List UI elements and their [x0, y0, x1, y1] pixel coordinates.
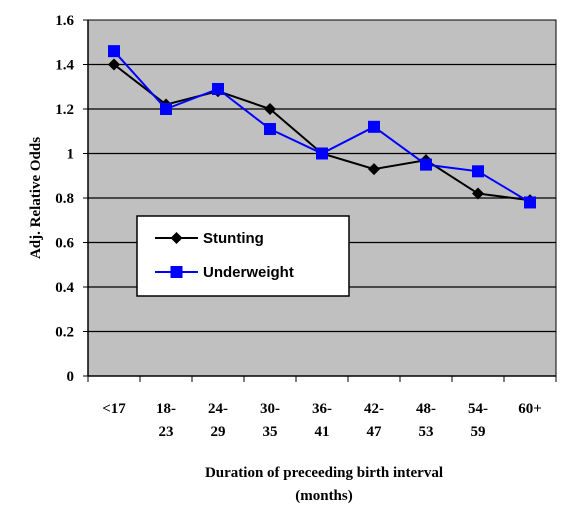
x-tick-label: 60+ — [518, 401, 542, 417]
x-tick-labels: <17 18- 23 24- 29 30- 35 36- 41 42- 47 48- 53 54- 59 60… — [102, 401, 542, 440]
data-point-underweight — [108, 45, 120, 58]
data-point-underweight — [368, 120, 380, 133]
legend-box — [136, 215, 350, 297]
series-group — [108, 45, 536, 209]
x-tick-label: 54- — [468, 401, 488, 417]
x-tick-label: 59 — [471, 424, 486, 440]
y-tick-label: 0.6 — [55, 236, 74, 252]
data-point-underweight — [316, 147, 328, 160]
data-point-stunting — [264, 103, 276, 115]
x-tick-label: 48- — [416, 401, 436, 417]
y-tick-label: 0 — [67, 369, 75, 385]
x-axis-title-line-1: Duration of preceeding birth interval — [205, 465, 443, 481]
axes — [83, 19, 557, 382]
y-tick-label: 1 — [67, 147, 75, 163]
y-tick-labels: 0 0.2 0.4 0.6 0.8 1 1.2 1.4 1.6 — [55, 13, 74, 385]
data-point-stunting — [472, 187, 484, 200]
data-point-underweight — [264, 123, 276, 136]
legend-label-stunting: Stunting — [203, 230, 264, 247]
legend: Stunting Underweight — [136, 215, 350, 297]
y-tick-label: 0.8 — [55, 191, 74, 207]
x-tick-label: 24- — [208, 401, 228, 417]
x-tick-label: 53 — [419, 424, 434, 440]
x-tick-label: <17 — [102, 401, 126, 417]
legend-marker-underweight — [170, 266, 183, 278]
x-tick-label: 18- — [156, 401, 176, 417]
data-point-underweight — [212, 82, 224, 95]
x-tick-label: 42- — [364, 401, 384, 417]
x-tick-label: 47 — [367, 424, 383, 440]
y-tick-label: 1.4 — [55, 58, 74, 74]
data-point-underweight — [472, 165, 484, 178]
data-point-underweight — [524, 196, 536, 209]
legend-marker-stunting — [170, 232, 183, 244]
data-point-underweight — [160, 103, 172, 115]
y-axis-title: Adj. Relative Odds — [28, 137, 44, 259]
y-tick-label: 0.2 — [55, 325, 74, 341]
x-tick-label: 30- — [260, 401, 280, 417]
x-tick-label: 36- — [312, 401, 332, 417]
data-point-underweight — [420, 158, 432, 171]
y-tick-label: 0.4 — [55, 280, 74, 296]
x-tick-label: 29 — [211, 424, 226, 440]
x-axis-title-line-2: (months) — [295, 488, 353, 504]
x-tick-label: 23 — [159, 424, 174, 440]
y-tick-label: 1.6 — [55, 13, 74, 29]
x-tick-label: 41 — [315, 424, 330, 440]
x-tick-label: 35 — [263, 424, 278, 440]
data-point-stunting — [108, 58, 120, 71]
data-point-stunting — [368, 163, 380, 176]
y-tick-label: 1.2 — [55, 102, 74, 118]
legend-label-underweight: Underweight — [203, 264, 294, 281]
